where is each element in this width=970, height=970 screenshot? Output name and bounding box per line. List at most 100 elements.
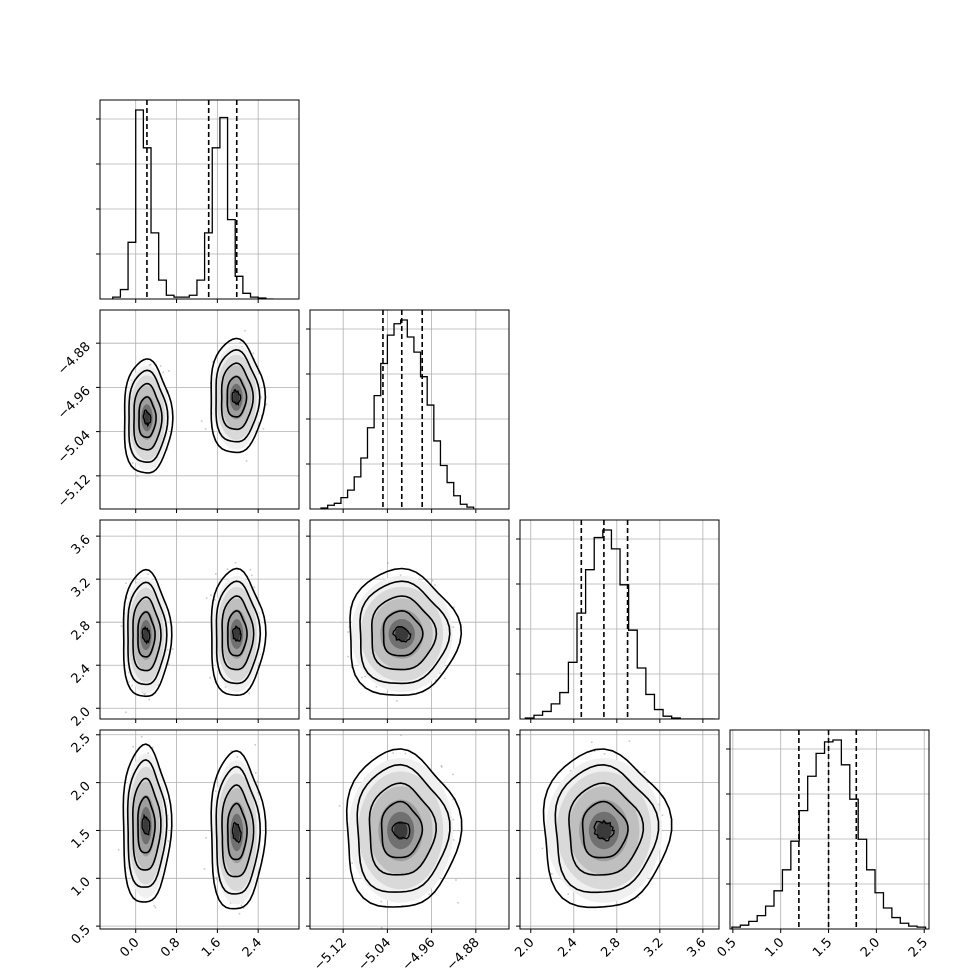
sample-point bbox=[439, 672, 441, 674]
x-tick-label: 2.4 bbox=[240, 935, 265, 960]
contour-line bbox=[126, 759, 168, 888]
sample-point bbox=[151, 746, 154, 749]
sample-point bbox=[238, 912, 241, 915]
contour-line bbox=[382, 609, 424, 657]
contour-line bbox=[210, 749, 267, 910]
sample-point bbox=[159, 365, 162, 367]
panel-frame bbox=[729, 729, 930, 930]
sample-point bbox=[452, 626, 455, 628]
sample-point bbox=[128, 681, 130, 683]
sample-point bbox=[364, 675, 366, 678]
sample-point bbox=[248, 692, 250, 695]
contour-line bbox=[220, 362, 255, 431]
scatter-panel bbox=[310, 520, 509, 719]
panel-frame bbox=[519, 519, 720, 720]
density-fill bbox=[395, 626, 409, 642]
sample-point bbox=[399, 574, 402, 576]
contour-line bbox=[226, 375, 248, 418]
contour-line bbox=[215, 348, 261, 443]
sample-point bbox=[254, 772, 257, 774]
sample-point bbox=[259, 653, 261, 656]
histogram-panel bbox=[100, 100, 299, 299]
density-fill bbox=[143, 816, 149, 836]
sample-point bbox=[387, 562, 389, 564]
scatter-panel bbox=[100, 730, 299, 929]
y-tick-label: 1.0 bbox=[69, 875, 94, 900]
contour-line bbox=[231, 625, 242, 643]
sample-point bbox=[260, 414, 263, 417]
scatter-panel bbox=[310, 730, 509, 929]
contour-line bbox=[359, 580, 451, 685]
panel-frame bbox=[309, 519, 510, 720]
sample-point bbox=[435, 679, 437, 681]
sample-point bbox=[240, 904, 243, 907]
x-tick-label: 1.0 bbox=[762, 935, 787, 960]
sample-point bbox=[167, 818, 169, 820]
sample-point bbox=[130, 379, 133, 382]
sample-point bbox=[245, 460, 248, 462]
sample-point bbox=[253, 586, 256, 588]
sample-point bbox=[125, 711, 127, 714]
sample-point bbox=[256, 792, 259, 794]
contour-line bbox=[133, 382, 163, 451]
contour-line bbox=[137, 611, 156, 658]
panel-frame bbox=[99, 309, 300, 510]
sample-point bbox=[455, 879, 457, 881]
sample-point bbox=[205, 597, 208, 599]
sample-point bbox=[148, 698, 151, 701]
histogram-step bbox=[112, 109, 274, 299]
sample-point bbox=[131, 462, 134, 464]
panel-frame bbox=[99, 729, 300, 930]
sample-point bbox=[204, 428, 207, 430]
density-fill bbox=[233, 822, 240, 842]
sample-point bbox=[229, 902, 232, 904]
histogram-panel bbox=[310, 310, 509, 509]
sample-point bbox=[214, 790, 217, 792]
contour-line bbox=[122, 743, 173, 903]
sample-point bbox=[147, 573, 149, 576]
sample-point bbox=[216, 878, 218, 881]
sample-point bbox=[162, 371, 165, 374]
sample-point bbox=[154, 906, 157, 909]
contour-line bbox=[141, 625, 151, 645]
sample-point bbox=[117, 849, 120, 851]
y-tick-label: −4.96 bbox=[55, 384, 94, 423]
sample-point bbox=[254, 744, 257, 746]
contour-line bbox=[131, 777, 162, 871]
contour-line bbox=[137, 795, 156, 854]
y-tick-label: −5.04 bbox=[55, 428, 94, 467]
x-tick-label: 0.8 bbox=[158, 935, 183, 960]
y-tick-label: 2.8 bbox=[69, 618, 94, 643]
sample-point bbox=[167, 840, 169, 842]
sample-point bbox=[453, 606, 455, 608]
sample-point bbox=[244, 329, 246, 332]
contour-line bbox=[138, 396, 157, 439]
histogram-step bbox=[524, 529, 715, 719]
sample-point bbox=[214, 599, 216, 601]
sample-point bbox=[250, 574, 253, 577]
sample-point bbox=[258, 798, 260, 800]
sample-point bbox=[148, 364, 151, 366]
contour-line bbox=[231, 389, 242, 407]
y-tick-label: −5.12 bbox=[55, 472, 94, 511]
y-tick-label: 1.5 bbox=[69, 827, 94, 852]
contour-line bbox=[122, 568, 173, 698]
sample-point bbox=[215, 573, 217, 575]
sample-point bbox=[153, 904, 156, 907]
contour-line bbox=[215, 765, 262, 895]
contour-line bbox=[132, 596, 162, 672]
sample-point bbox=[131, 684, 134, 687]
sample-point bbox=[431, 579, 434, 582]
y-tick-label: 2.0 bbox=[69, 704, 94, 729]
sample-point bbox=[242, 907, 245, 909]
sample-point bbox=[375, 685, 378, 688]
sample-point bbox=[262, 428, 265, 430]
contour-line bbox=[215, 580, 262, 685]
density-fill bbox=[233, 390, 240, 405]
contour-line bbox=[370, 595, 438, 671]
histogram-panel bbox=[730, 730, 929, 929]
x-tick-label: 2.5 bbox=[906, 935, 931, 960]
sample-point bbox=[434, 584, 436, 586]
sample-point bbox=[348, 626, 351, 628]
